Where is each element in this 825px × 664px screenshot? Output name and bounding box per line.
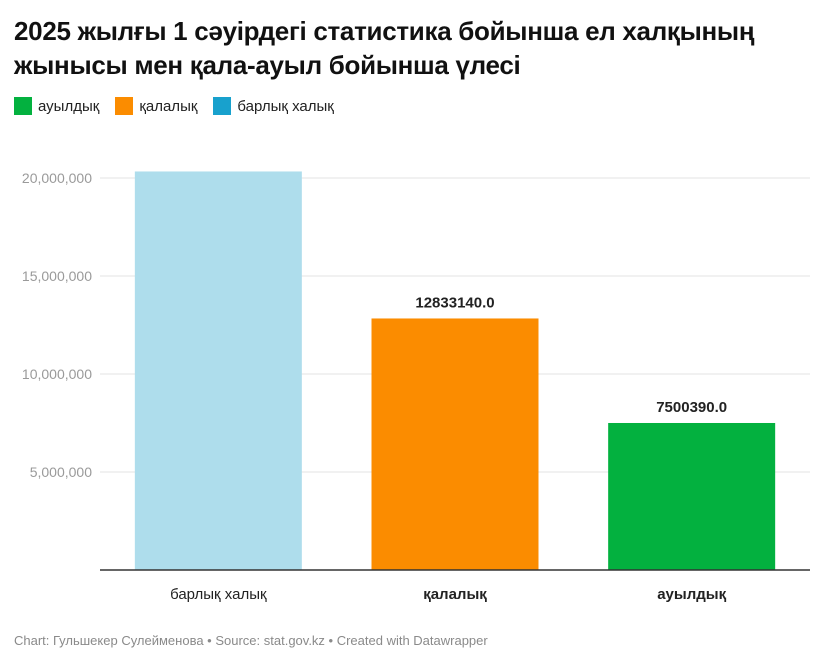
bar xyxy=(608,422,776,570)
legend-label: ауылдық xyxy=(38,97,100,115)
legend-swatch xyxy=(14,97,32,115)
data-label: 12833140.0 xyxy=(415,294,494,311)
x-tick-label: барлық халық xyxy=(170,586,267,603)
data-label: 7500390.0 xyxy=(656,399,727,416)
x-tick-label: ауылдық xyxy=(657,586,726,603)
legend-item-rural: ауылдық xyxy=(14,97,99,115)
legend-swatch xyxy=(213,97,232,115)
bar xyxy=(134,171,302,570)
y-tick-label: 20,000,000 xyxy=(22,170,92,186)
bar xyxy=(371,318,539,570)
chart-title: 2025 жылғы 1 сәуірдегі статистика бойынш… xyxy=(14,16,755,80)
y-tick-label: 10,000,000 xyxy=(22,366,92,382)
legend: ауылдық қалалық барлық халық xyxy=(14,97,334,115)
x-tick-label: қалалық xyxy=(423,586,487,603)
legend-item-total: барлық халық xyxy=(213,97,334,115)
legend-label: барлық халық xyxy=(237,97,334,115)
footer-credits: Chart: Гульшекер Сулейменова • Source: s… xyxy=(14,633,488,648)
legend-label: қалалық xyxy=(139,97,198,115)
y-tick-label: 15,000,000 xyxy=(22,268,92,284)
legend-item-urban: қалалық xyxy=(115,97,197,115)
y-tick-label: 5,000,000 xyxy=(30,464,92,480)
legend-swatch xyxy=(115,97,134,115)
